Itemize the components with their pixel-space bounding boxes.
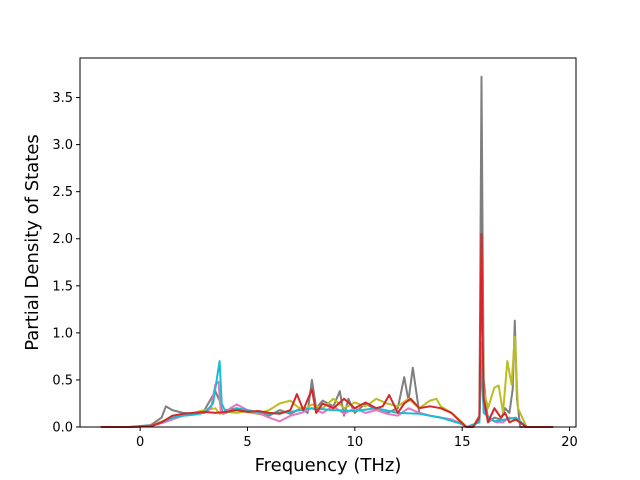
x-axis-label: Frequency (THz) [255, 455, 402, 476]
y-axis-label: Partial Density of States [22, 134, 43, 351]
x-tick-label: 5 [243, 435, 251, 450]
y-tick-label: 2.5 [52, 185, 73, 200]
y-tick-label: 0.0 [52, 421, 73, 436]
x-tick-label: 20 [561, 435, 578, 450]
series-line-5 [100, 233, 554, 428]
y-tick-label: 0.5 [52, 373, 73, 388]
y-tick-label: 1.0 [52, 326, 73, 341]
y-tick-label: 3.0 [52, 138, 73, 153]
series-line-2 [100, 247, 554, 428]
series-layer [100, 75, 554, 428]
x-tick-label: 10 [347, 435, 364, 450]
y-axis: 0.0 0.5 1.0 1.5 2.0 2.5 3.0 3.5 [52, 91, 80, 436]
y-tick-label: 3.5 [52, 91, 73, 106]
x-tick-label: 15 [454, 435, 471, 450]
x-axis: 0 5 10 15 20 [136, 427, 578, 450]
axes-frame [79, 57, 577, 428]
y-tick-label: 2.0 [52, 232, 73, 247]
x-tick-label: 0 [136, 435, 144, 450]
y-tick-label: 1.5 [52, 279, 73, 294]
